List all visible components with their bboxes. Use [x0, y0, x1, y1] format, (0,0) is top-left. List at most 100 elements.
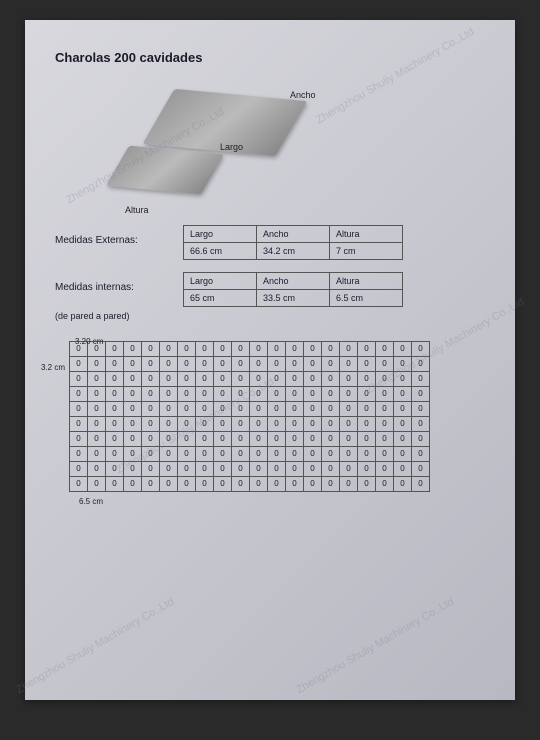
grid-row: 00000000000000000000 [70, 342, 430, 357]
grid-cell: 0 [340, 432, 358, 447]
grid-cell: 0 [340, 462, 358, 477]
grid-cell: 0 [358, 477, 376, 492]
cavity-grid-section: 3.20 cm 3.2 cm 0000000000000000000000000… [47, 341, 495, 492]
grid-row: 00000000000000000000 [70, 372, 430, 387]
grid-cell: 0 [394, 417, 412, 432]
internas-label: Medidas internas: [55, 272, 183, 293]
grid-cell: 0 [394, 372, 412, 387]
table-header: Altura [330, 226, 403, 243]
grid-bottom-dimension: 6.5 cm [79, 497, 103, 506]
grid-cell: 0 [358, 357, 376, 372]
grid-cell: 0 [358, 417, 376, 432]
grid-cell: 0 [394, 387, 412, 402]
grid-cell: 0 [250, 387, 268, 402]
grid-cell: 0 [322, 477, 340, 492]
table-cell: 65 cm [184, 290, 257, 307]
grid-cell: 0 [160, 342, 178, 357]
grid-cell: 0 [160, 477, 178, 492]
grid-cell: 0 [394, 462, 412, 477]
grid-cell: 0 [268, 462, 286, 477]
grid-cell: 0 [70, 402, 88, 417]
grid-cell: 0 [160, 357, 178, 372]
grid-row: 00000000000000000000 [70, 357, 430, 372]
watermark: Zhengzhou Shuliy Machinery Co.,Ltd [14, 596, 176, 697]
grid-cell: 0 [250, 402, 268, 417]
grid-cell: 0 [322, 432, 340, 447]
grid-cell: 0 [70, 357, 88, 372]
grid-cell: 0 [178, 372, 196, 387]
grid-cell: 0 [322, 462, 340, 477]
grid-cell: 0 [124, 462, 142, 477]
grid-cell: 0 [232, 417, 250, 432]
grid-cell: 0 [286, 432, 304, 447]
diagram-label-altura: Altura [125, 205, 149, 215]
grid-cell: 0 [232, 402, 250, 417]
table-header: Ancho [257, 273, 330, 290]
grid-cell: 0 [412, 417, 430, 432]
cavity-grid-table: 0000000000000000000000000000000000000000… [69, 341, 430, 492]
internas-sublabel: (de pared a pared) [55, 311, 485, 321]
grid-cell: 0 [142, 372, 160, 387]
grid-cell: 0 [376, 417, 394, 432]
grid-cell: 0 [322, 417, 340, 432]
grid-cell: 0 [106, 342, 124, 357]
grid-cell: 0 [412, 402, 430, 417]
grid-cell: 0 [412, 387, 430, 402]
grid-cell: 0 [214, 357, 232, 372]
grid-cell: 0 [394, 342, 412, 357]
grid-cell: 0 [106, 432, 124, 447]
grid-cell: 0 [88, 417, 106, 432]
grid-cell: 0 [340, 387, 358, 402]
grid-cell: 0 [178, 432, 196, 447]
table-header: Largo [184, 273, 257, 290]
grid-cell: 0 [358, 447, 376, 462]
grid-left-dimension: 3.2 cm [41, 363, 65, 372]
table-row: 66.6 cm 34.2 cm 7 cm [184, 243, 403, 260]
grid-cell: 0 [286, 342, 304, 357]
grid-cell: 0 [304, 462, 322, 477]
grid-cell: 0 [286, 402, 304, 417]
watermark: Zhengzhou Shuliy Machinery Co.,Ltd [294, 596, 456, 697]
grid-cell: 0 [358, 462, 376, 477]
grid-cell: 0 [88, 372, 106, 387]
grid-cell: 0 [178, 447, 196, 462]
grid-cell: 0 [160, 387, 178, 402]
grid-cell: 0 [322, 357, 340, 372]
tray-diagram: Ancho Largo Altura [105, 75, 325, 205]
grid-cell: 0 [232, 462, 250, 477]
grid-cell: 0 [394, 447, 412, 462]
grid-cell: 0 [376, 387, 394, 402]
grid-cell: 0 [214, 447, 232, 462]
grid-cell: 0 [304, 447, 322, 462]
grid-cell: 0 [160, 447, 178, 462]
grid-cell: 0 [250, 357, 268, 372]
grid-cell: 0 [142, 447, 160, 462]
table-row: 65 cm 33.5 cm 6.5 cm [184, 290, 403, 307]
grid-cell: 0 [376, 372, 394, 387]
grid-cell: 0 [286, 357, 304, 372]
grid-cell: 0 [268, 402, 286, 417]
grid-top-dimension: 3.20 cm [75, 337, 103, 346]
grid-cell: 0 [142, 402, 160, 417]
grid-cell: 0 [196, 357, 214, 372]
grid-cell: 0 [232, 357, 250, 372]
grid-cell: 0 [250, 462, 268, 477]
grid-row: 00000000000000000000 [70, 402, 430, 417]
grid-cell: 0 [340, 402, 358, 417]
grid-cell: 0 [106, 357, 124, 372]
grid-cell: 0 [394, 357, 412, 372]
grid-cell: 0 [214, 402, 232, 417]
grid-cell: 0 [160, 402, 178, 417]
grid-cell: 0 [88, 462, 106, 477]
grid-cell: 0 [304, 432, 322, 447]
grid-cell: 0 [106, 417, 124, 432]
grid-cell: 0 [214, 432, 232, 447]
grid-cell: 0 [412, 477, 430, 492]
table-cell: 7 cm [330, 243, 403, 260]
grid-cell: 0 [70, 372, 88, 387]
grid-cell: 0 [214, 387, 232, 402]
grid-cell: 0 [268, 387, 286, 402]
grid-cell: 0 [196, 387, 214, 402]
grid-cell: 0 [88, 432, 106, 447]
grid-cell: 0 [250, 342, 268, 357]
